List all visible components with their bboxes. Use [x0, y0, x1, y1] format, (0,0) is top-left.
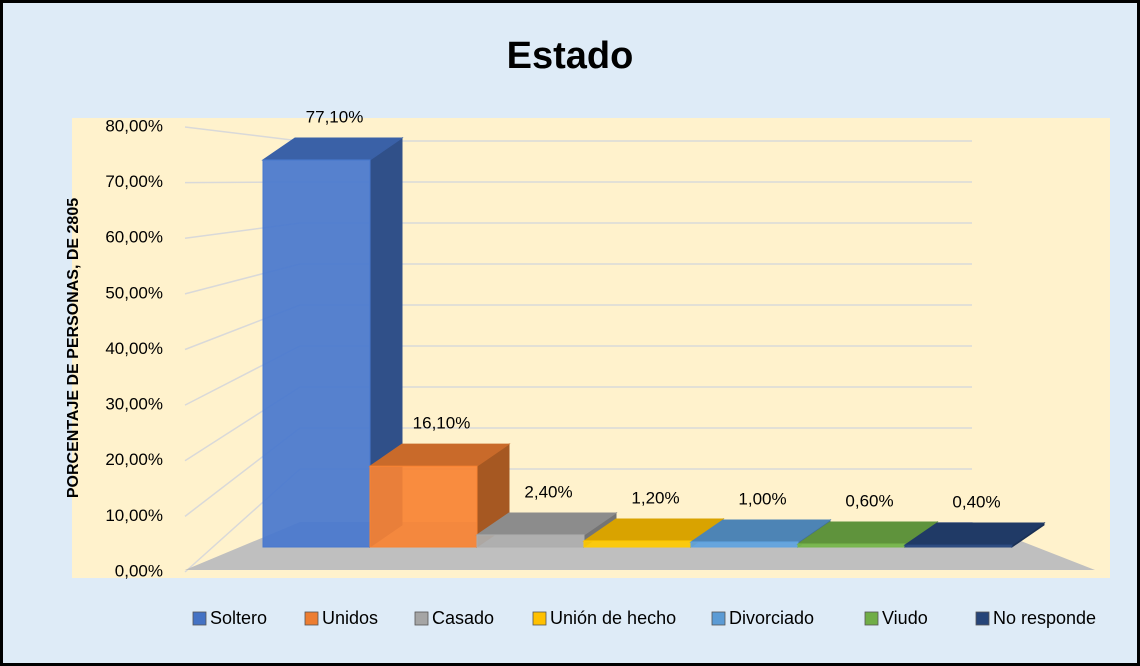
grid-line [184, 126, 301, 142]
bar [583, 540, 692, 548]
legend-label: Unidos [322, 608, 378, 628]
data-label: 0,60% [845, 491, 893, 510]
y-tick-label: 30,00% [105, 395, 163, 414]
data-label: 0,40% [952, 492, 1000, 511]
data-label: 16,10% [413, 414, 471, 433]
data-label: 2,40% [524, 482, 572, 501]
y-tick-label: 40,00% [105, 339, 163, 358]
chart-title: Estado [507, 35, 634, 77]
y-tick-label: 10,00% [105, 506, 163, 525]
legend-label: Casado [432, 608, 494, 628]
plot-area [72, 118, 1110, 578]
y-tick-label: 80,00% [105, 116, 163, 135]
bar [476, 534, 585, 548]
data-label: 77,10% [306, 107, 364, 126]
y-tick-label: 70,00% [105, 172, 163, 191]
bar [690, 541, 799, 548]
bar [262, 159, 371, 548]
legend-label: Soltero [210, 608, 267, 628]
legend-swatch [975, 611, 990, 626]
legend-label: No responde [993, 608, 1096, 628]
bar [904, 544, 1013, 548]
legend-label: Unión de hecho [550, 608, 676, 628]
y-tick-label: 20,00% [105, 450, 163, 469]
legend-swatch [414, 611, 429, 626]
y-tick-label: 0,00% [115, 561, 163, 580]
legend-swatch [192, 611, 207, 626]
legend-swatch [711, 611, 726, 626]
bar [369, 465, 478, 548]
legend-swatch [304, 611, 319, 626]
data-label: 1,20% [631, 488, 679, 507]
y-axis-label: PORCENTAJE DE PERSONAS, DE 2805 [65, 198, 82, 498]
bar [797, 543, 906, 548]
legend-swatch [864, 611, 879, 626]
y-tick-label: 60,00% [105, 228, 163, 247]
legend-swatch [532, 611, 547, 626]
legend-label: Viudo [882, 608, 928, 628]
data-label: 1,00% [738, 489, 786, 508]
y-tick-label: 50,00% [105, 283, 163, 302]
legend-label: Divorciado [729, 608, 814, 628]
